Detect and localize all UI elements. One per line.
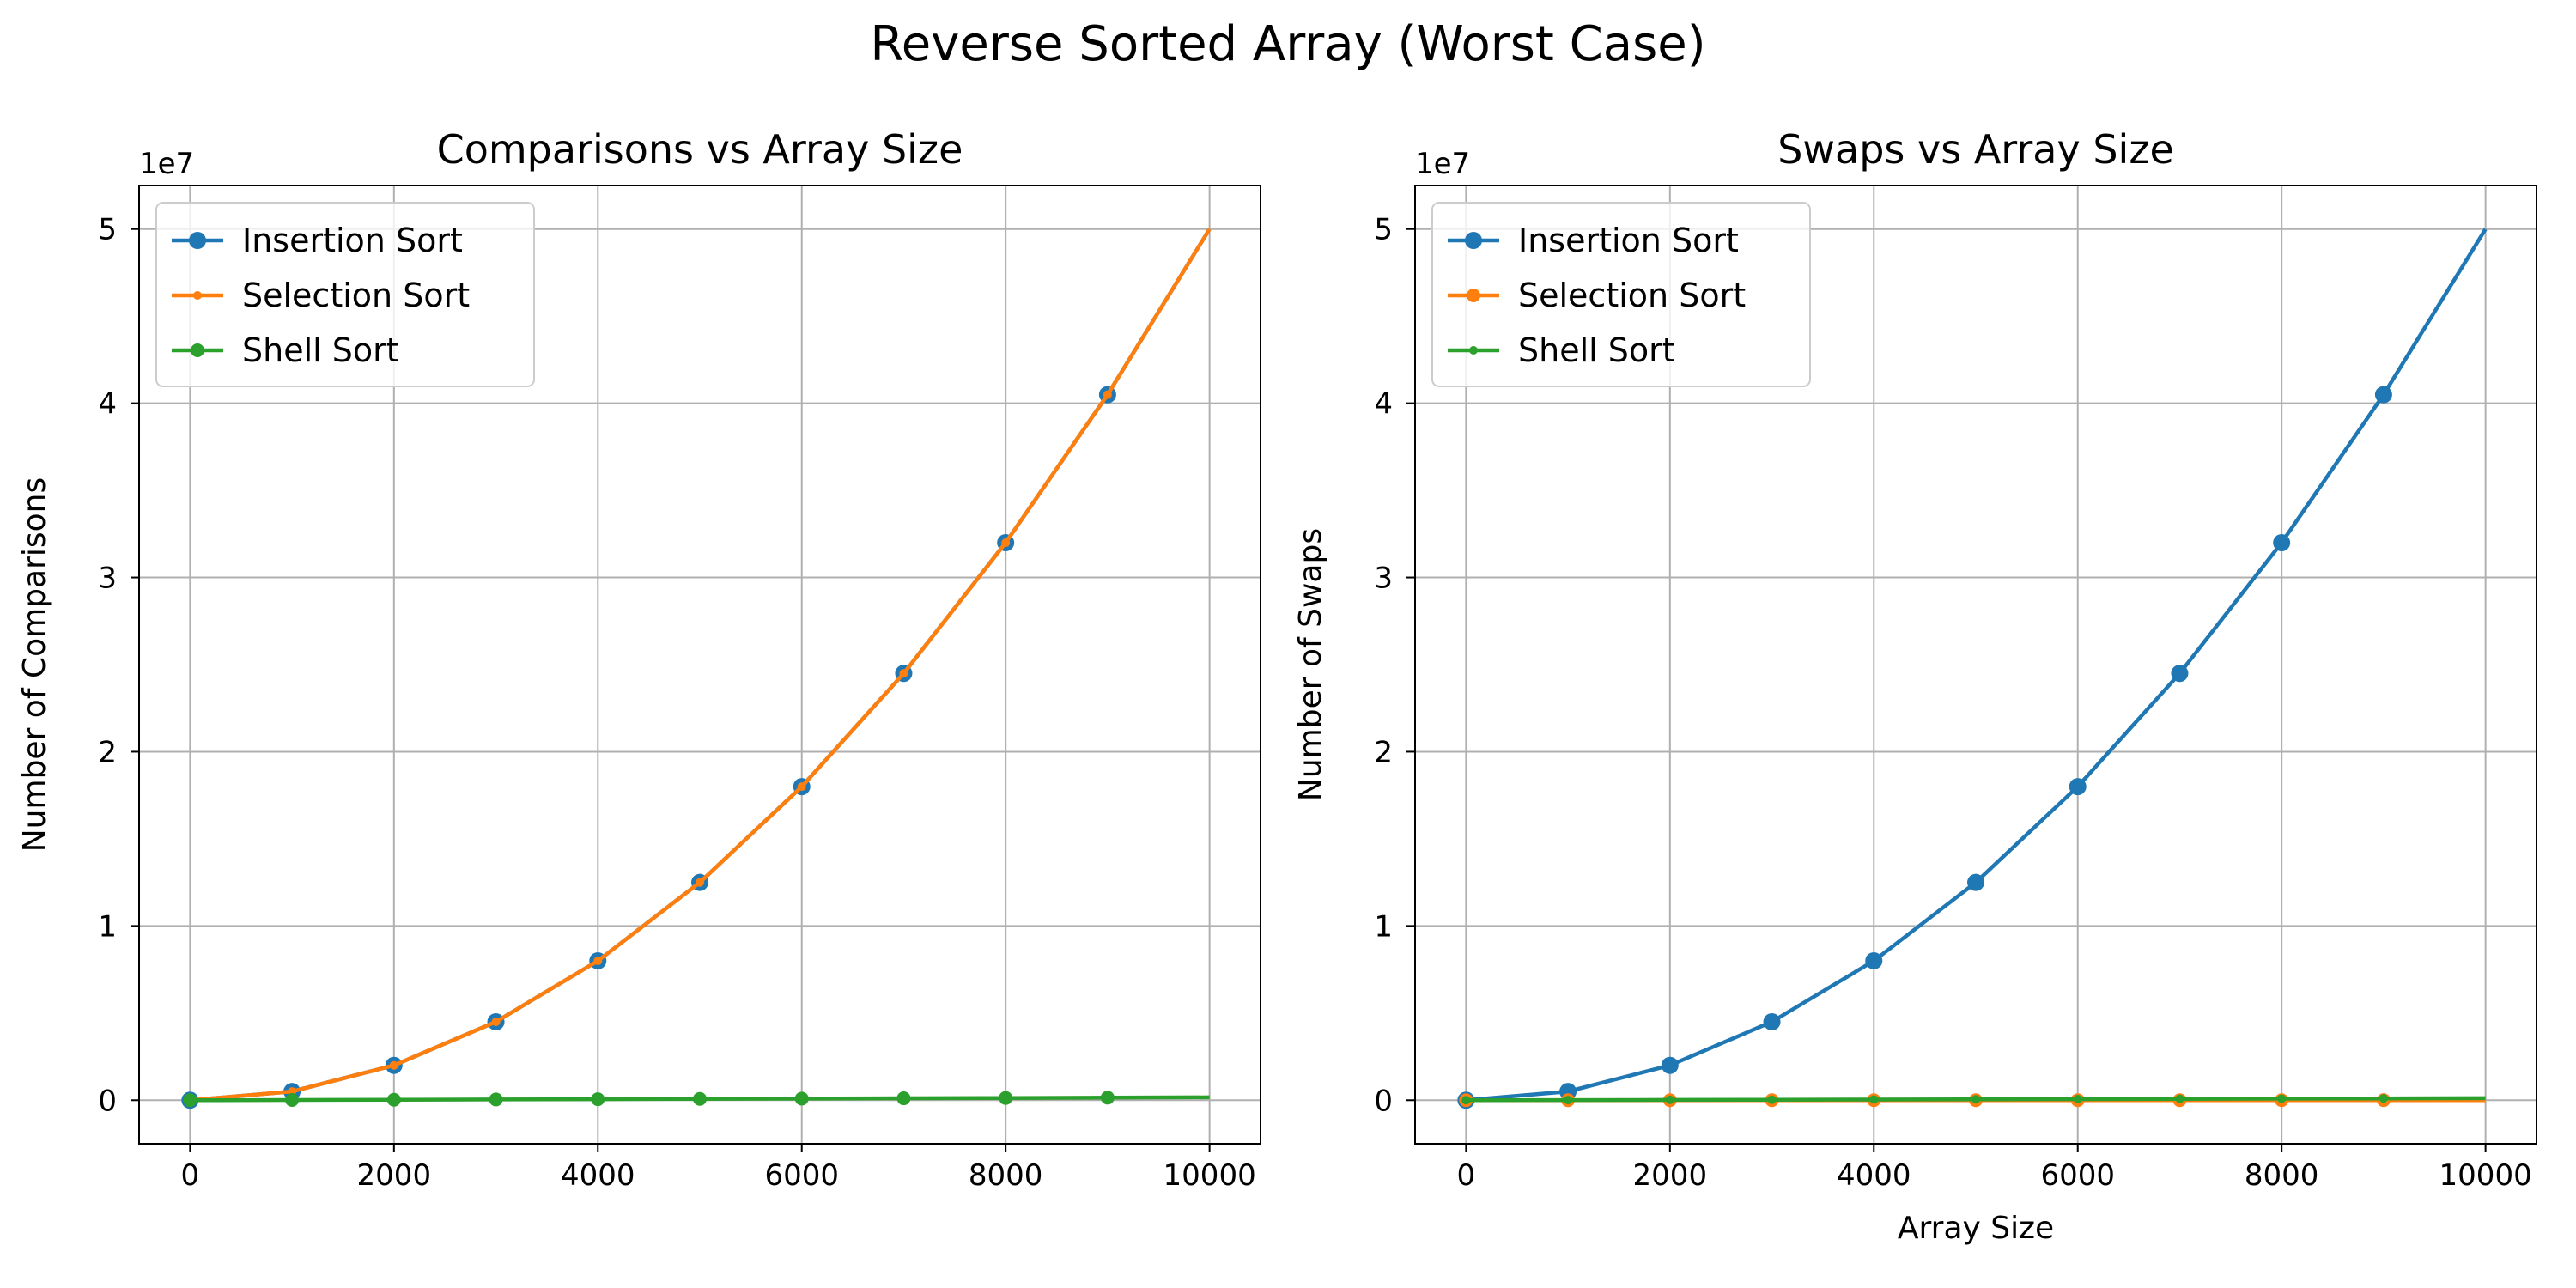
insertion-sort-data-point [2069,778,2087,796]
x-tick-label: 6000 [764,1158,839,1193]
shell-sort-data-point [1869,1095,1879,1104]
shell-sort-data-point [1100,1091,1115,1105]
shell-sort-data-point [1767,1095,1777,1104]
shell-sort-data-point [386,1092,401,1107]
y-tick-label: 3 [1374,562,1393,596]
x-tick-label: 8000 [2245,1158,2319,1193]
figure-title: Reverse Sorted Array (Worst Case) [870,16,1705,72]
x-tick-label: 10000 [1163,1158,1256,1193]
shell-sort-data-point [2277,1094,2287,1103]
shell-sort-legend-label: Shell Sort [1518,331,1675,369]
shell-sort-data-point [285,1093,300,1108]
selection-sort-legend-label: Selection Sort [242,276,470,314]
selection-sort-legend-marker [193,291,202,300]
y-tick-label: 0 [98,1084,117,1118]
shell-sort-data-point [896,1091,911,1106]
plot-frame [138,185,1261,1145]
insertion-sort-legend-label: Insertion Sort [1518,222,1739,259]
x-tick-label: 0 [181,1158,200,1193]
y-tick-label: 4 [98,387,117,422]
selection-sort-data-point [1103,390,1112,399]
plot-frame [1414,185,2537,1145]
y-tick-label: 3 [98,562,117,596]
y-tick-label: 5 [1374,213,1393,247]
insertion-sort-data-point [2374,386,2392,404]
selection-sort-data-point [899,669,908,678]
selection-sort-legend-marker [1467,289,1480,302]
y-offset-label: 1e7 [1415,147,1470,181]
y-tick-label: 5 [98,213,117,247]
selection-sort-data-point [696,878,704,887]
y-tick-label: 0 [1374,1084,1393,1118]
shell-sort-data-point [794,1091,809,1106]
y-offset-label: 1e7 [139,147,194,181]
shell-sort-legend-label: Shell Sort [242,331,399,369]
subplot-title: Swaps vs Array Size [1777,126,2174,173]
selection-sort-data-point [593,956,603,965]
x-tick-label: 6000 [2040,1158,2115,1193]
y-tick-label: 2 [1374,735,1393,769]
x-tick-label: 8000 [969,1158,1043,1193]
shell-sort-legend-marker [191,343,204,357]
x-tick-label: 4000 [561,1158,635,1193]
selection-sort-data-point [491,1017,501,1026]
x-tick-label: 2000 [1633,1158,1708,1193]
shell-sort-legend-marker [1469,346,1478,355]
insertion-sort-legend-label: Insertion Sort [242,222,463,259]
selection-sort-data-point [389,1060,398,1070]
legend: Insertion Sort Selection Sort Shell Sort [1431,202,1811,387]
insertion-sort-legend-marker [189,232,206,249]
insertion-sort-data-point [2273,534,2291,552]
comparisons-subplot: 0 2000 4000 6000 8000 10000 0 1 2 3 4 5 1e7 Compariso… [17,126,1261,1193]
y-tick-label: 4 [1374,387,1393,422]
plot-area [181,228,1212,1109]
shell-sort-data-point [591,1092,605,1107]
x-tick-label: 2000 [357,1158,432,1193]
plot-area [1457,228,2488,1109]
y-tick-label: 1 [98,909,117,944]
y-tick-label: 1 [1374,909,1393,944]
shell-sort-data-point [999,1091,1013,1105]
swaps-subplot: 0 2000 4000 6000 8000 10000 0 1 2 3 4 5 1e7 Swaps vs … [1293,126,2537,1246]
shell-sort-data-point [2379,1094,2388,1103]
x-tick-label: 4000 [1837,1158,1911,1193]
shell-sort-data-point [489,1092,503,1107]
shell-sort-data-point [2175,1094,2184,1103]
insertion-sort-data-point [1865,951,1883,969]
shell-sort-data-point [693,1091,707,1106]
selection-sort-data-point [1001,538,1011,548]
legend-box [1431,202,1811,387]
y-tick-label: 2 [98,735,117,769]
x-axis-label: Array Size [1898,1211,2054,1246]
x-tick-label: 0 [1457,1158,1476,1193]
insertion-sort-data-point [2171,665,2189,683]
shell-sort-data-point [1665,1095,1674,1104]
shell-sort-data-point [1971,1095,1980,1104]
insertion-sort-data-point [1763,1012,1781,1030]
legend-box [155,202,535,387]
insertion-sort-data-point [1967,873,1984,891]
y-axis-label: Number of Swaps [1293,528,1328,801]
shell-sort-data-point [1564,1096,1573,1105]
shell-sort-data-point [183,1093,197,1108]
insertion-sort-legend-marker [1465,232,1482,249]
shell-sort-data-point [1461,1096,1471,1105]
y-axis-label: Number of Comparisons [17,477,52,853]
subplot-title: Comparisons vs Array Size [437,126,963,173]
selection-sort-data-point [797,782,806,792]
insertion-sort-data-point [1661,1056,1679,1074]
shell-sort-data-point [2073,1094,2082,1103]
legend: Insertion Sort Selection Sort Shell Sort [155,202,535,387]
selection-sort-legend-label: Selection Sort [1518,276,1746,314]
x-tick-label: 10000 [2439,1158,2532,1193]
